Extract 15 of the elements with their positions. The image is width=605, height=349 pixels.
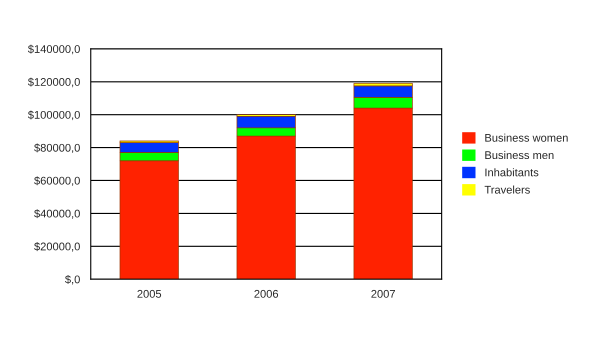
x-tick-label: 2006 (254, 290, 278, 298)
x-tick-label: 2005 (137, 290, 162, 298)
legend-label: Travelers (484, 186, 530, 194)
legend-label: Business men (485, 150, 554, 160)
y-tick-label: $100000,0 (28, 110, 80, 120)
y-tick-label: $20000,0 (34, 242, 80, 252)
y-tick-label: $120000,0 (28, 78, 80, 88)
y-tick-label: $40000,0 (34, 209, 80, 219)
x-tick-label: 2007 (371, 290, 395, 298)
y-tick-label: $60000,0 (34, 176, 80, 186)
y-tick-label: $140000,0 (28, 44, 80, 54)
legend-label: Inhabitants (485, 168, 538, 176)
y-tick-label: $,0 (65, 275, 80, 285)
legend-label: Business women (485, 134, 568, 142)
y-tick-label: $80000,0 (34, 143, 80, 154)
